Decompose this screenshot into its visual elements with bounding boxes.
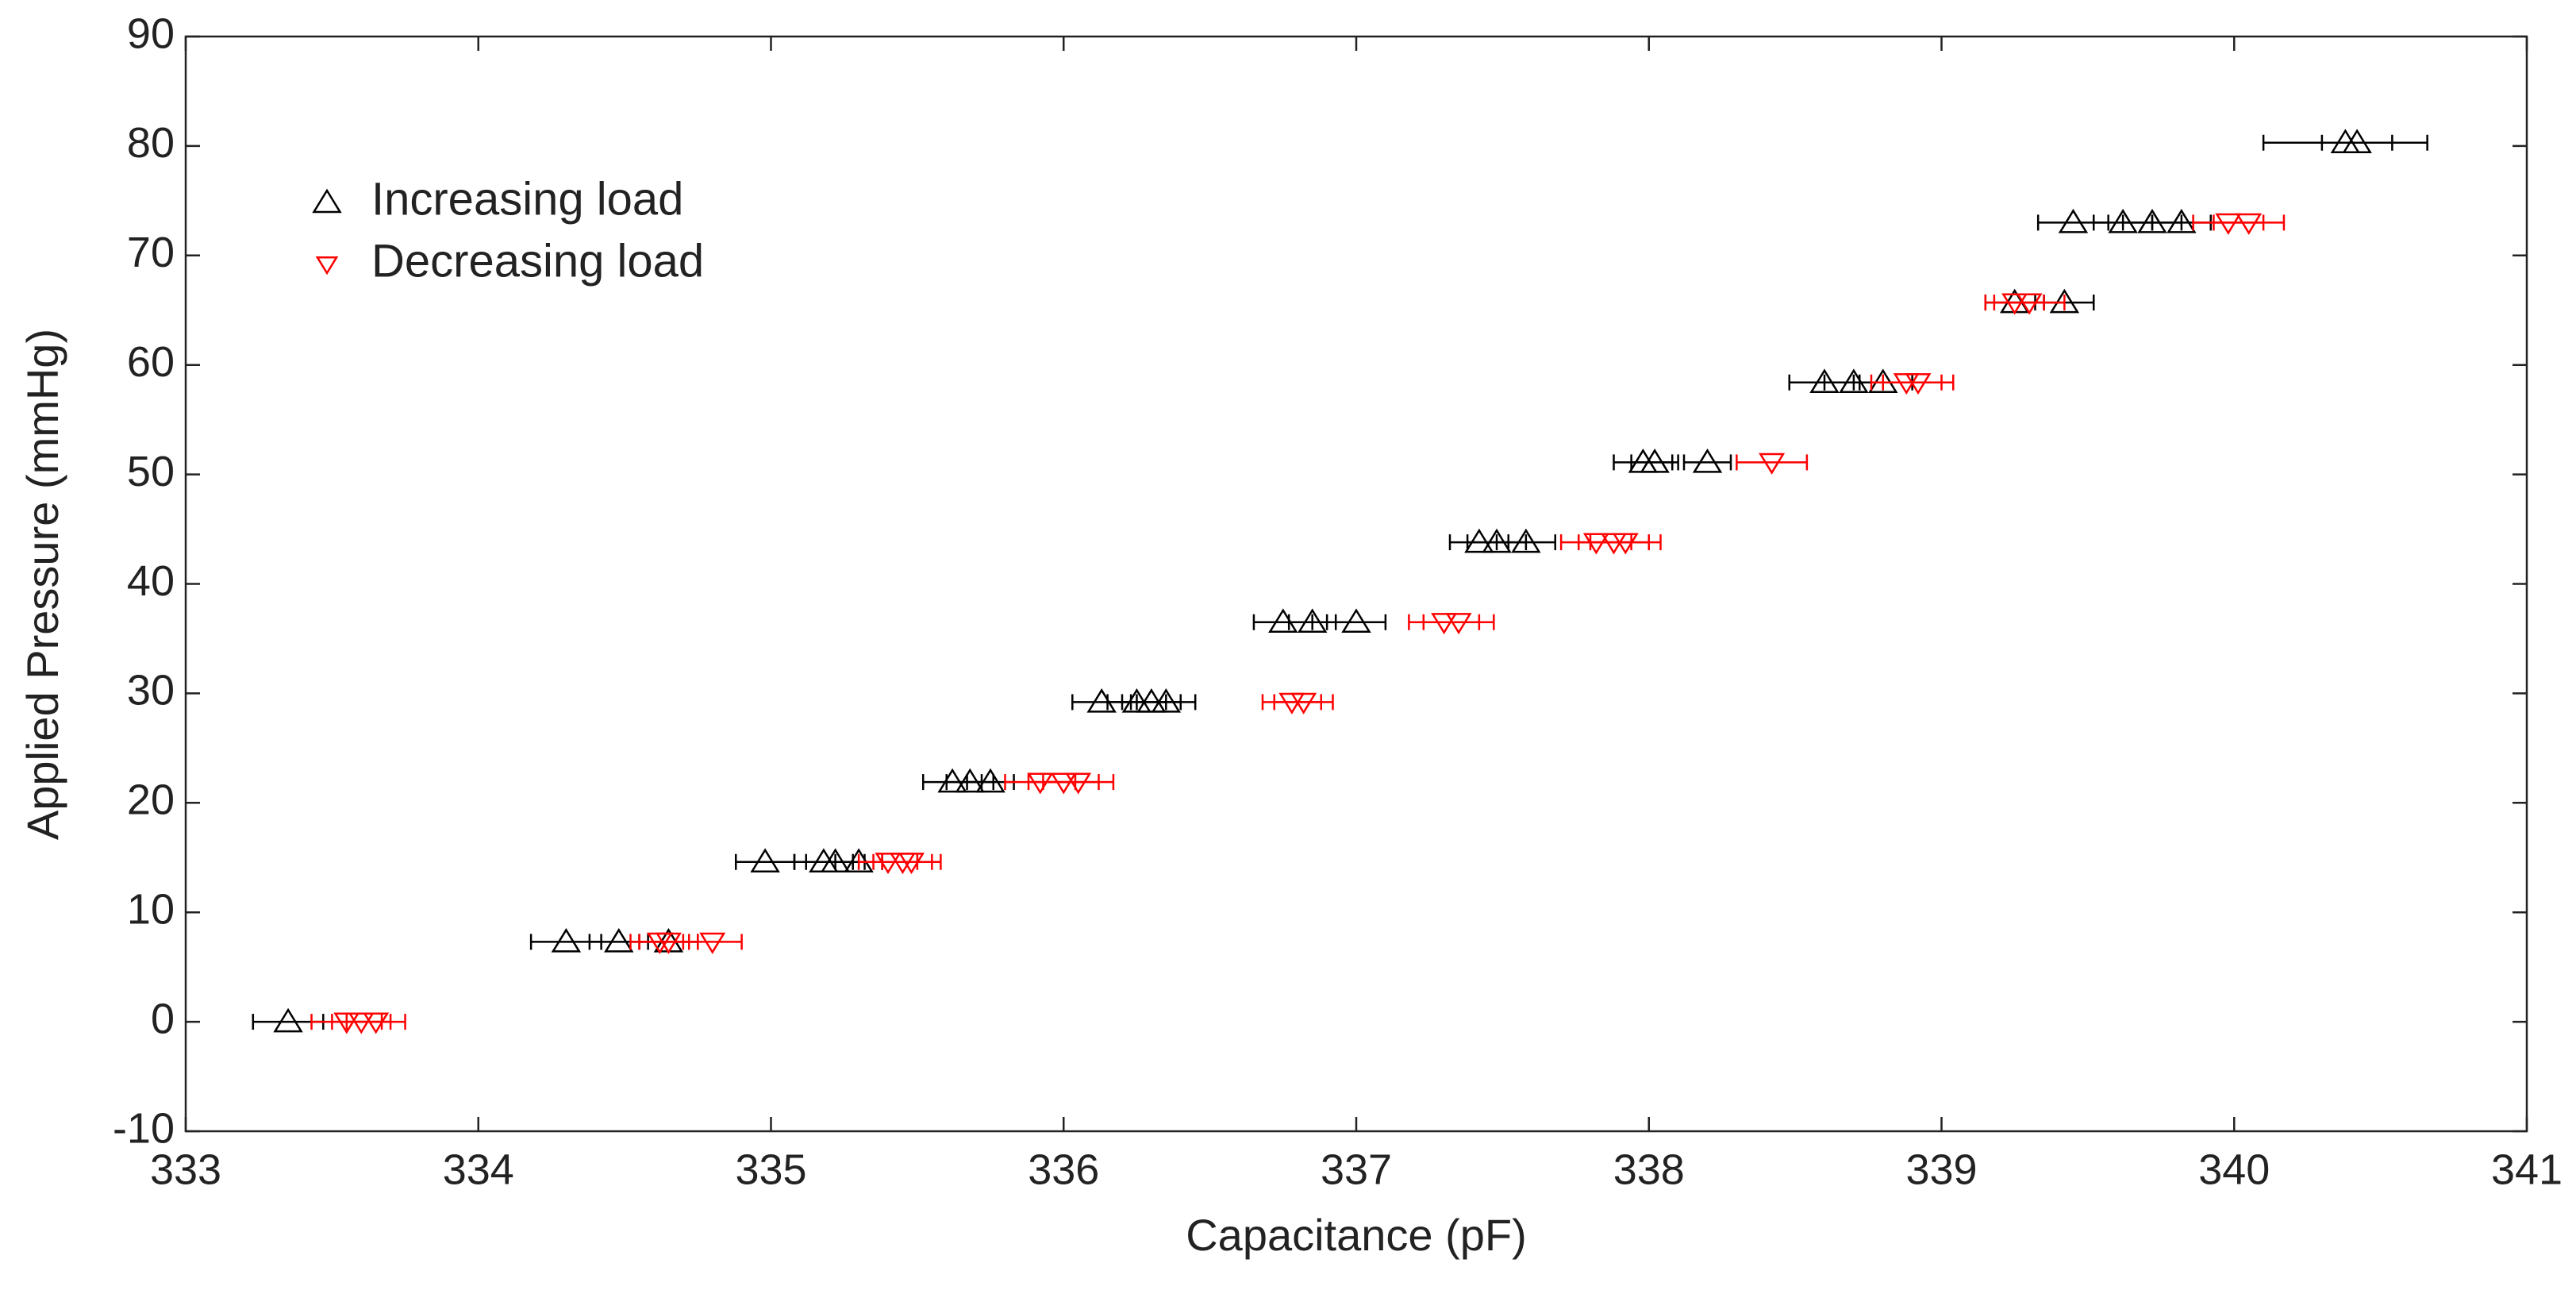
y-tick-label: 90: [127, 10, 175, 57]
y-tick-label: 60: [127, 338, 175, 386]
x-tick-label: 340: [2198, 1146, 2270, 1193]
marker: [1136, 688, 1167, 713]
legend-label: Increasing load: [371, 173, 683, 225]
marker: [1431, 613, 1458, 635]
y-tick-label: 10: [127, 885, 175, 933]
error-bar: [2320, 134, 2393, 151]
marker: [273, 1007, 303, 1033]
y-tick-label: 40: [127, 557, 175, 605]
marker: [1050, 772, 1077, 795]
marker: [1278, 692, 1305, 714]
marker: [1640, 449, 1670, 473]
error-bar: [1589, 534, 1662, 551]
marker: [1297, 608, 1328, 634]
marker: [2001, 293, 2028, 315]
marker: [1759, 453, 1786, 475]
y-tick-label: 70: [127, 229, 175, 276]
error-bar: [1273, 694, 1334, 711]
marker: [1809, 368, 1840, 394]
marker: [937, 768, 967, 793]
legend-label: Decreasing load: [371, 235, 704, 287]
marker: [1445, 613, 1472, 635]
error-bar: [682, 934, 743, 950]
x-tick-label: 337: [1321, 1146, 1392, 1193]
error-bar: [1325, 614, 1387, 630]
marker: [699, 932, 726, 954]
y-tick-label: 0: [151, 995, 175, 1042]
error-bar: [1682, 454, 1732, 471]
marker: [1612, 533, 1639, 555]
marker: [1086, 688, 1117, 713]
marker: [2137, 209, 2167, 233]
marker: [551, 928, 582, 953]
error-bar: [1136, 694, 1197, 711]
x-tick-label: 336: [1028, 1146, 1099, 1193]
y-tick-label: 20: [127, 776, 175, 824]
error-bar: [2213, 214, 2286, 231]
error-bar: [1422, 614, 1495, 630]
y-tick-label: 30: [127, 667, 175, 714]
error-bar: [1993, 295, 2066, 311]
x-tick-label: 335: [735, 1146, 806, 1193]
x-tick-label: 338: [1613, 1146, 1685, 1193]
x-tick-label: 334: [443, 1146, 514, 1193]
marker: [898, 853, 925, 875]
error-bar: [1736, 454, 1809, 471]
x-tick-label: 333: [150, 1146, 221, 1193]
legend-marker: [315, 256, 339, 275]
marker: [750, 848, 780, 873]
marker: [1151, 688, 1182, 713]
error-bar: [1042, 774, 1115, 791]
error-bar: [1882, 374, 1955, 391]
marker: [1268, 608, 1298, 634]
marker: [2236, 213, 2263, 235]
marker: [2342, 129, 2372, 154]
marker: [1027, 772, 1054, 795]
marker: [1290, 692, 1317, 714]
marker: [363, 1012, 390, 1034]
marker: [655, 932, 682, 954]
y-tick-label: 50: [127, 448, 175, 495]
marker: [333, 1012, 360, 1034]
error-bar: [1630, 454, 1679, 471]
marker: [1121, 688, 1152, 713]
x-tick-label: 339: [1905, 1146, 1977, 1193]
marker: [1341, 608, 1371, 634]
marker: [1905, 373, 1932, 395]
marker: [2016, 293, 2043, 315]
marker: [1868, 368, 1898, 394]
x-tick-label: 341: [2491, 1146, 2563, 1193]
marker: [2167, 209, 2197, 233]
marker: [975, 768, 1005, 793]
marker: [820, 848, 851, 873]
marker: [604, 928, 634, 953]
marker: [1692, 449, 1723, 473]
y-tick-label: 80: [127, 119, 175, 167]
marker: [1482, 528, 1512, 553]
marker: [1839, 368, 1869, 394]
error-bar: [881, 853, 942, 870]
marker: [844, 848, 874, 873]
marker: [1065, 772, 1092, 795]
marker: [1511, 528, 1541, 553]
marker: [2108, 209, 2138, 233]
marker: [2215, 213, 2242, 235]
y-tick-label: -10: [113, 1104, 175, 1152]
legend-marker: [312, 188, 342, 214]
marker: [348, 1012, 375, 1034]
marker: [2049, 288, 2080, 314]
error-bar: [1495, 534, 1556, 551]
marker: [1464, 528, 1494, 553]
error-bar: [345, 1014, 406, 1030]
marker: [1893, 373, 1920, 395]
y-axis-label: Applied Pressure (mmHg): [17, 329, 67, 840]
x-axis-label: Capacitance (pF): [1186, 1210, 1527, 1260]
marker: [2058, 209, 2089, 233]
error-bar: [735, 853, 796, 870]
marker: [955, 768, 985, 793]
